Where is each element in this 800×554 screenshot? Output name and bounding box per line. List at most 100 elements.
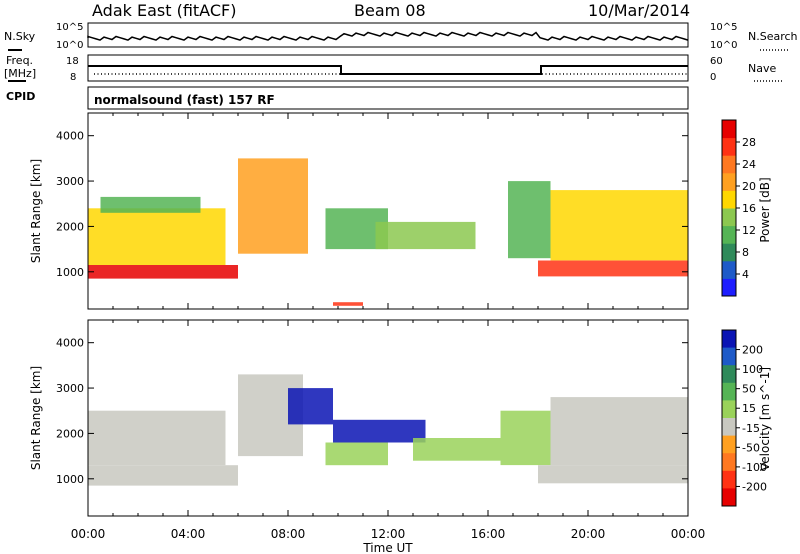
velocity-cbar-tick-label-1: 100 <box>742 363 763 376</box>
velocity-colorbar-seg-8 <box>722 470 736 489</box>
velocity-region-7 <box>500 410 551 466</box>
cpid-text: normalsound (fast) 157 RF <box>94 93 275 107</box>
velocity-ytick-label-3000: 3000 <box>56 382 84 395</box>
time-tick-label-6: 00:00 <box>671 527 706 541</box>
velocity-cbar-tick-label-7: -200 <box>742 480 767 493</box>
velocity-colorbar-seg-4 <box>722 400 736 419</box>
power-cbar-tick-label-0: 4 <box>742 268 749 281</box>
power-colorbar: 4 8 12 16 20 24 28 Power [dB] <box>721 119 772 297</box>
velocity-panel: 1000 2000 3000 4000 Slant Range [km] <box>29 319 689 517</box>
power-region-2 <box>100 196 201 213</box>
power-colorbar-seg-5 <box>722 190 736 209</box>
time-tick-label-2: 08:00 <box>271 527 306 541</box>
velocity-colorbar-seg-3 <box>722 382 736 401</box>
velocity-ytick-label-2000: 2000 <box>56 427 84 440</box>
velocity-ytick-label-1000: 1000 <box>56 473 84 486</box>
velocity-region-6 <box>413 438 501 461</box>
time-tick-label-1: 04:00 <box>171 527 206 541</box>
freq-label: Freq. <box>6 54 33 67</box>
power-region-8 <box>538 260 688 277</box>
velocity-ytick-label-4000: 4000 <box>56 337 84 350</box>
freq-trace <box>88 65 688 75</box>
nsearch-top-tick: 10^5 <box>710 22 737 33</box>
nave-top-tick: 60 <box>710 56 723 67</box>
power-region-9 <box>550 190 688 261</box>
power-cbar-tick-label-5: 24 <box>742 158 756 171</box>
velocity-region-3 <box>288 388 333 425</box>
power-colorbar-seg-3 <box>722 225 736 244</box>
velocity-colorbar-seg-2 <box>722 365 736 384</box>
beam-title: Beam 08 <box>354 1 426 20</box>
velocity-colorbar-seg-9 <box>722 488 736 507</box>
velocity-cbar-tick-label-3: 15 <box>742 402 756 415</box>
power-colorbar-seg-7 <box>722 155 736 174</box>
station-title: Adak East (fitACF) <box>92 1 236 20</box>
velocity-cbar-tick-label-2: 50 <box>742 383 756 396</box>
time-tick-label-0: 00:00 <box>71 527 106 541</box>
power-colorbar-seg-0 <box>722 278 736 297</box>
time-tick-label-3: 12:00 <box>371 527 406 541</box>
power-cbar-tick-label-4: 20 <box>742 180 756 193</box>
velocity-region-1 <box>88 410 226 466</box>
velocity-colorbar-seg-5 <box>722 418 736 437</box>
power-cbar-tick-label-6: 28 <box>742 136 756 149</box>
nsearch-bottom-tick: 10^0 <box>710 40 737 51</box>
power-colorbar-seg-8 <box>722 137 736 156</box>
time-axis-label: Time UT <box>362 541 413 554</box>
power-cbar-tick-label-2: 12 <box>742 224 756 237</box>
time-tick-label-5: 20:00 <box>571 527 606 541</box>
velocity-region-8 <box>538 465 688 484</box>
power-cbar-tick-label-1: 8 <box>742 246 749 259</box>
power-ytick-label-2000: 2000 <box>56 220 84 233</box>
power-cbar-tick-label-3: 16 <box>742 202 756 215</box>
power-region-3 <box>238 158 308 254</box>
freq-unit-label: [MHz] <box>4 67 36 80</box>
velocity-frame <box>87 319 689 517</box>
time-axis-tick-labels: 00:00 04:00 08:00 12:00 16:00 20:00 00:00 <box>71 527 706 541</box>
cpid-strip: CPID normalsound (fast) 157 RF <box>6 86 689 110</box>
power-y-ticks: 1000 2000 3000 4000 <box>56 130 688 279</box>
freq-bottom-tick: 8 <box>70 72 76 83</box>
freq-top-tick: 18 <box>66 56 79 67</box>
nave-label: Nave <box>748 62 776 75</box>
power-region-5 <box>375 221 476 250</box>
velocity-y-axis-label: Slant Range [km] <box>29 366 43 470</box>
power-y-axis-label: Slant Range [km] <box>29 159 43 263</box>
nave-bottom-tick: 0 <box>710 72 716 83</box>
power-colorbar-seg-4 <box>722 208 736 227</box>
velocity-colorbar-seg-0 <box>722 330 736 349</box>
nsky-trace <box>87 31 689 41</box>
cpid-label: CPID <box>6 90 35 103</box>
time-tick-label-4: 16:00 <box>471 527 506 541</box>
velocity-region-4 <box>333 419 426 443</box>
power-colorbar-label: Power [dB] <box>758 177 772 242</box>
power-colorbar-seg-2 <box>722 243 736 262</box>
power-region-0 <box>88 265 238 279</box>
power-regions <box>88 158 688 306</box>
velocity-cbar-tick-label-4: -15 <box>742 422 760 435</box>
velocity-region-0 <box>88 465 238 486</box>
power-ytick-label-3000: 3000 <box>56 175 84 188</box>
velocity-colorbar: 200 100 50 15 -15 -50 -100 -200 Velocity [m s^-… <box>721 329 772 507</box>
velocity-cbar-tick-label-6: -100 <box>742 461 767 474</box>
velocity-region-9 <box>550 397 688 466</box>
nsky-label: N.Sky <box>4 30 36 43</box>
power-frame <box>87 112 689 310</box>
date-title: 10/Mar/2014 <box>588 1 690 20</box>
velocity-colorbar-seg-6 <box>722 435 736 454</box>
power-colorbar-seg-6 <box>722 172 736 191</box>
nsearch-label: N.Search <box>748 30 798 43</box>
velocity-y-ticks: 1000 2000 3000 4000 <box>56 337 688 486</box>
velocity-colorbar-seg-1 <box>722 347 736 366</box>
power-colorbar-seg-1 <box>722 260 736 279</box>
velocity-regions <box>88 374 688 486</box>
power-panel: 1000 2000 3000 4000 Slant Range [km] <box>29 112 689 310</box>
power-ytick-label-4000: 4000 <box>56 130 84 143</box>
velocity-cbar-tick-label-5: -50 <box>742 441 760 454</box>
velocity-colorbar-label: Velocity [m s^-1] <box>758 367 772 471</box>
power-ytick-label-1000: 1000 <box>56 266 84 279</box>
velocity-region-5 <box>325 442 388 466</box>
nsky-bottom-tick: 10^0 <box>56 40 83 51</box>
power-region-6 <box>333 302 363 306</box>
